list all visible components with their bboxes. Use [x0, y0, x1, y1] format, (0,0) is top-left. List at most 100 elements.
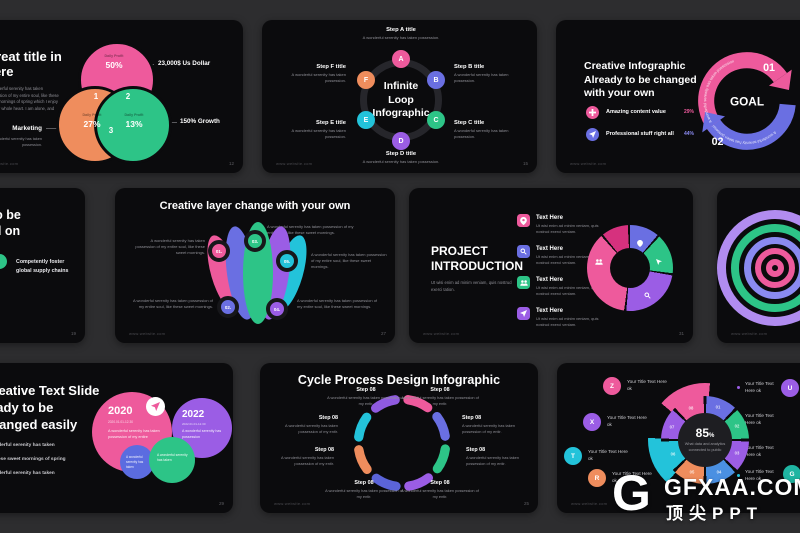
- venn-number-2: 2: [125, 92, 131, 101]
- slide-title: Creative Infographic Already to be chang…: [584, 60, 697, 101]
- venn-set-label: Daily Profit: [82, 113, 102, 117]
- slide-page-number: 31: [678, 331, 684, 336]
- wheel-center: 85% What data and analytics connected to…: [678, 413, 732, 467]
- slide-target-rings[interactable]: www.website.com: [717, 188, 800, 343]
- slide-goal-cycle[interactable]: Creative Infographic Already to be chang…: [556, 20, 800, 173]
- arrow-number-01: 01: [763, 62, 775, 74]
- title-line3: changed easily: [0, 416, 78, 432]
- step-desc: A wonderful serenity has taken possessio…: [454, 127, 509, 139]
- step-title: Step B title: [454, 64, 485, 70]
- callout-dollar: 23,000$ Us Dollar: [158, 60, 211, 67]
- goal-item-label: Professional stuff right all: [606, 131, 674, 137]
- project-item-title: Text Here: [536, 277, 563, 283]
- slide-creative-text[interactable]: Creative Text Slide ready to be changed …: [0, 363, 233, 513]
- slide-ready-text[interactable]: Ready to be changed on Competently foste…: [0, 188, 85, 343]
- step-desc: A wonderful serenity has taken possessio…: [462, 422, 515, 434]
- loop-step-a: Step A title A wonderful serenity has ta…: [361, 27, 441, 41]
- slide-percent-wheel[interactable]: 85% What data and analytics connected to…: [557, 363, 800, 513]
- target-ring-lavender: [717, 210, 800, 326]
- slide-infinite-loop[interactable]: Infinite Loop Infographic A B C D E F St…: [262, 20, 537, 173]
- layer-badge-01: 01.: [208, 240, 230, 262]
- target-ring-pink: [755, 248, 795, 288]
- users-icon: [595, 252, 603, 270]
- loop-step-b: Step B title A wonderful serenity has ta…: [454, 64, 524, 84]
- slide-footer-url: www.website.com: [274, 501, 311, 506]
- connector-dot: [737, 386, 740, 389]
- slide-title: Great title in here: [0, 49, 62, 79]
- slide-title: Creative layer change with your own: [159, 200, 351, 212]
- segment-number: 01: [715, 404, 721, 410]
- project-item-title: Text Here: [536, 215, 563, 221]
- step-desc: A wonderful serenity has taken possessio…: [291, 127, 346, 139]
- step-title: Step 08: [356, 387, 376, 393]
- slide-body-text: A wonderful serenity has taken possessio…: [0, 86, 59, 112]
- wheel-badge-g: G: [783, 465, 800, 483]
- step-desc: A wonderful serenity has taken possessio…: [466, 454, 519, 466]
- layer-item-text-01: A wonderful serenity has taken possessio…: [135, 238, 205, 256]
- bullet-line: A wonderful serenity has taken: [0, 471, 55, 476]
- year-desc: A wonderful serenity has possession: [182, 429, 222, 439]
- slide-cycle-process[interactable]: Cycle Process Design Infographic Step 08…: [260, 363, 538, 513]
- slide-creative-layers[interactable]: Creative layer change with your own 01. …: [115, 188, 395, 343]
- target-ring-green: [731, 224, 800, 312]
- slide-project-introduction[interactable]: PROJECT INTRODUCTION Ut wisi enim ad min…: [409, 188, 693, 343]
- wheel-badge-r: R: [588, 469, 606, 487]
- slide-page-number: 27: [380, 331, 386, 336]
- plus-icon: [586, 106, 599, 119]
- step-title: Step E title: [316, 120, 346, 126]
- wheel-badge-label: Your Title Text Here ok: [607, 415, 647, 427]
- step-desc: A wonderful serenity has taken possessio…: [362, 34, 440, 40]
- segment-number: 04: [716, 469, 722, 475]
- segment-number: 02: [734, 423, 740, 429]
- goal-item-label: Amazing content value: [606, 109, 666, 115]
- venn-set-value: 13%: [125, 119, 143, 129]
- step-desc: A wonderful serenity has taken possessio…: [291, 71, 346, 83]
- layer-item-text-05: A wonderful serenity has taken possessio…: [311, 252, 387, 270]
- loop-step-f: Step F title A wonderful serenity has ta…: [276, 64, 346, 84]
- wheel-badge-label: Your Title Text Here ok: [627, 379, 667, 391]
- paper-plane-badge: [146, 397, 165, 416]
- slide-venn-diagram[interactable]: Great title in here A wonderful serenity…: [0, 20, 243, 173]
- title-line1: Creative Infographic: [584, 60, 686, 72]
- users-icon: [517, 276, 530, 289]
- slide-page-number: 29: [218, 501, 224, 506]
- slide-title: Creative Text Slide ready to be changed …: [0, 383, 99, 434]
- goal-center-label: GOAL: [730, 94, 764, 108]
- loop-center-line1: Infinite: [383, 80, 419, 92]
- step-title: Step F title: [316, 64, 346, 70]
- loop-node-a: A: [392, 50, 410, 68]
- cycle-step: Step 08 A wonderful serenity has taken p…: [262, 447, 334, 467]
- loop-node-f: F: [357, 71, 375, 89]
- ready-item-text: Competently foster global supply chains: [16, 259, 69, 274]
- watermark-site-text: GFXAA.COM: [664, 474, 800, 500]
- slide-page-number: 19: [70, 331, 76, 336]
- slide-footer-url: www.website.com: [0, 161, 19, 166]
- loop-node-d: D: [392, 132, 410, 150]
- layer-badge-02: 02.: [217, 296, 239, 318]
- slide-footer-url: www.website.com: [731, 331, 768, 336]
- slide-title: Cycle Process Design Infographic: [297, 373, 501, 387]
- project-item-desc: Ut wisi enim ad minim veniam, quis nostr…: [536, 254, 599, 266]
- slide-page-number: 12: [228, 161, 234, 166]
- step-desc: A wonderful serenity has taken possessio…: [325, 487, 403, 499]
- step-title: Step 08: [354, 480, 374, 486]
- loop-node-c: C: [427, 111, 445, 129]
- wheel-center-desc: What data and analytics connected to pub…: [684, 442, 726, 452]
- year-label: 2020: [108, 405, 133, 417]
- step-desc: A wonderful serenity has taken possessio…: [281, 454, 334, 466]
- step-title: Step 08: [430, 387, 450, 393]
- donut-hole: [610, 248, 650, 288]
- segment-number: 07: [669, 424, 675, 430]
- segment-number: 06: [670, 451, 676, 457]
- map-pin-icon: [517, 214, 530, 227]
- slide-title: PROJECT INTRODUCTION: [431, 244, 523, 273]
- paper-plane-icon: [586, 128, 599, 141]
- step-title: Step 08: [462, 415, 482, 421]
- paper-plane-icon: [151, 402, 160, 411]
- loop-center-title: Infinite Loop Infographic: [361, 80, 441, 121]
- slide-footer-url: www.website.com: [129, 331, 166, 336]
- step-desc: A wonderful serenity has taken possessio…: [401, 487, 479, 499]
- loop-step-e: Step E title A wonderful serenity has ta…: [276, 120, 346, 140]
- slide-title: Ready to be changed on: [0, 208, 50, 239]
